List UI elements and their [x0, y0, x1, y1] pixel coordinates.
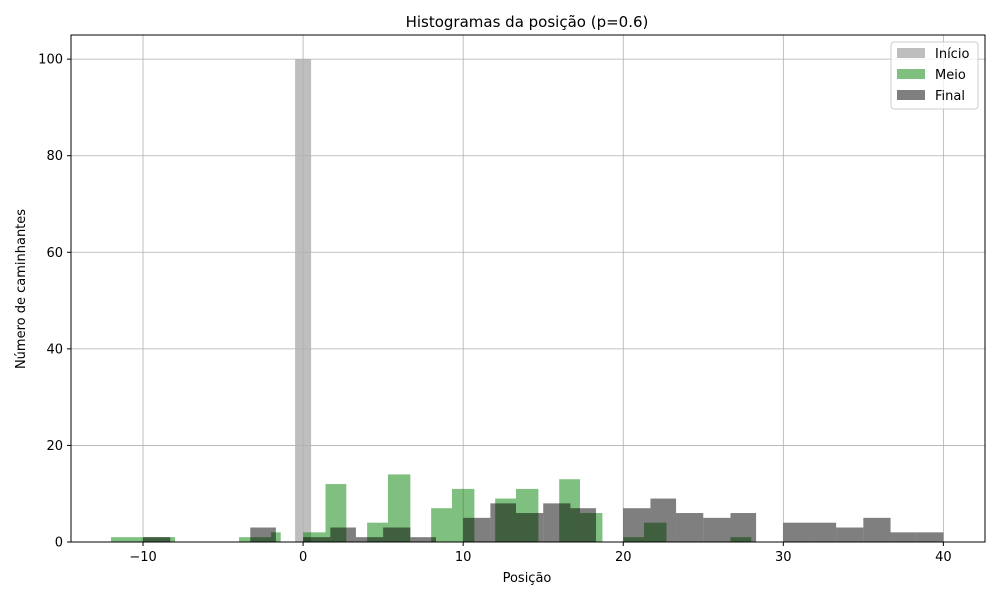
x-tick-label: −10 [129, 550, 156, 565]
histogram-bar [143, 537, 171, 542]
histogram-bar [250, 527, 276, 542]
series-final [143, 498, 944, 542]
legend-swatch-inicio [897, 48, 925, 58]
y-tick-label: 80 [46, 149, 63, 164]
histogram-bar [111, 537, 144, 542]
x-tick-label: 40 [935, 550, 952, 565]
legend-label-final: Final [935, 89, 965, 104]
legend-swatch-final [897, 90, 925, 100]
histogram-bar [623, 508, 651, 542]
histogram-bar [836, 527, 864, 542]
histogram-bar [810, 522, 837, 542]
series-in-cio [295, 59, 312, 543]
histogram-bar [463, 517, 491, 542]
chart-legend: Início Meio Final [890, 41, 979, 110]
x-tick-label: 20 [615, 550, 632, 565]
legend-swatch-meio [897, 69, 925, 79]
legend-label-inicio: Início [935, 47, 969, 62]
y-tick-label: 40 [46, 342, 63, 357]
histogram-bar [916, 532, 944, 542]
histogram-bar [676, 513, 704, 542]
y-tick-label: 60 [46, 246, 63, 261]
x-axis-label: Posição [503, 571, 552, 586]
y-axis-label: Número de caminhantes [14, 209, 29, 369]
histogram-bar [490, 503, 516, 542]
histogram-bar [570, 508, 597, 542]
histogram-bar [383, 527, 411, 542]
histogram-bar [730, 513, 757, 542]
histogram-bar [783, 522, 811, 542]
histogram-bar [515, 513, 544, 542]
histogram-bars [111, 59, 944, 543]
histogram-bar [431, 508, 452, 542]
histogram-bar [703, 517, 731, 542]
histogram-bar [890, 532, 917, 542]
axis-ticks: −10 0 10 20 30 40 0 20 40 60 80 100 [38, 53, 951, 565]
histogram-bar [410, 537, 436, 542]
histogram-bar [650, 498, 677, 542]
histogram-bar [863, 517, 891, 542]
y-tick-label: 0 [55, 536, 63, 551]
y-tick-label: 100 [38, 53, 63, 68]
y-tick-label: 20 [46, 439, 63, 454]
histogram-bar [543, 503, 571, 542]
histogram-bar [295, 59, 312, 543]
histogram-bar [303, 537, 331, 542]
histogram-bar [355, 537, 384, 542]
chart-title: Histogramas da posição (p=0.6) [406, 13, 649, 31]
plot-area-frame [70, 34, 986, 543]
legend-label-meio: Meio [935, 68, 966, 83]
x-tick-label: 0 [299, 550, 307, 565]
histogram-bar [387, 474, 411, 542]
histogram-bar [303, 532, 326, 542]
x-tick-label: 30 [775, 550, 792, 565]
histogram-bar [330, 527, 356, 542]
x-tick-label: 10 [455, 550, 472, 565]
